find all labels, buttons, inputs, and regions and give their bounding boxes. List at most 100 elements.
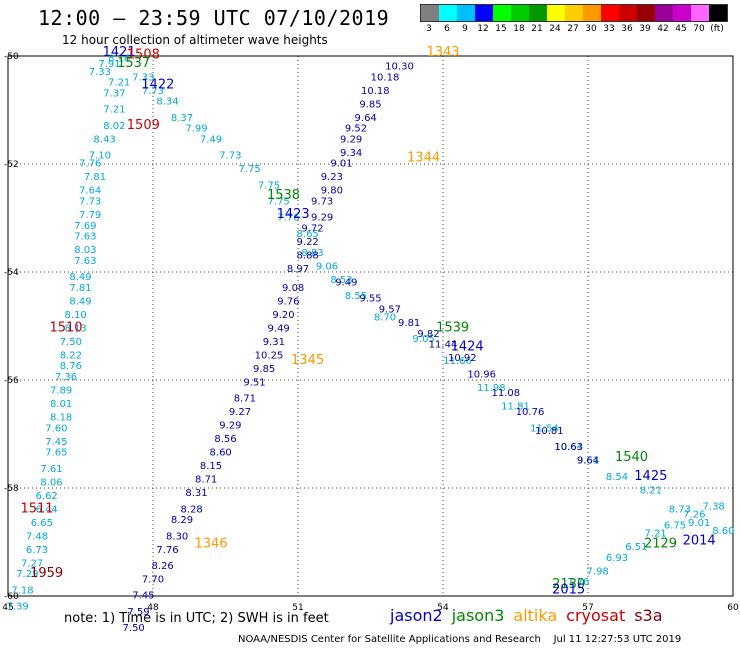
swh-value: 8.31 bbox=[185, 488, 207, 499]
swh-value: 9.52 bbox=[345, 124, 367, 135]
swh-value: 9.49 bbox=[268, 323, 290, 334]
swh-value: 8.02 bbox=[103, 121, 125, 132]
swh-value: 8.37 bbox=[171, 113, 193, 124]
swh-value: 8.73 bbox=[669, 504, 691, 515]
swh-value: 9.80 bbox=[321, 186, 343, 197]
swh-value: 9.57 bbox=[379, 305, 401, 316]
swh-value: 7.81 bbox=[69, 283, 91, 294]
swh-value: 8.97 bbox=[287, 264, 309, 275]
swh-value: 9.85 bbox=[359, 99, 381, 110]
pass-time-label: 1422 bbox=[141, 77, 174, 92]
swh-value: 7.76 bbox=[277, 213, 299, 224]
swh-value: 10.30 bbox=[385, 62, 414, 73]
swh-value: 6.51 bbox=[625, 542, 647, 553]
color-scale-label: 30 bbox=[585, 24, 597, 34]
swh-value: 8.29 bbox=[171, 515, 193, 526]
swh-value: 10.18 bbox=[361, 86, 390, 97]
swh-value: 9.01 bbox=[330, 159, 352, 170]
swh-value: 9.01 bbox=[688, 518, 710, 529]
legend-jason3: jason3 bbox=[451, 606, 505, 625]
swh-value: 6.75 bbox=[664, 521, 686, 532]
color-scale-cell bbox=[493, 5, 511, 21]
credit-line: NOAA/NESDIS Center for Satellite Applica… bbox=[238, 634, 682, 645]
swh-value: 7.21 bbox=[645, 529, 667, 540]
color-scale-legend: 3 6 9 12 15 18 21 24 27 30 33 36 39 42 45 70 (ft) bbox=[420, 4, 728, 34]
swh-value: 7.76 bbox=[156, 545, 178, 556]
swh-value: 8.01 bbox=[50, 399, 72, 410]
color-scale-cell bbox=[601, 5, 619, 21]
swh-value: 7.26 bbox=[683, 510, 705, 521]
swh-value: 8.60 bbox=[210, 448, 232, 459]
pass-time-label: 1345 bbox=[291, 353, 324, 368]
swh-value: 8.60 bbox=[712, 526, 734, 537]
color-scale-label: 27 bbox=[567, 24, 579, 34]
color-scale-cell bbox=[637, 5, 655, 21]
swh-value: 7.36 bbox=[55, 372, 77, 383]
swh-value: 7.98 bbox=[587, 566, 609, 577]
y-tick-label: -52 bbox=[4, 160, 19, 170]
y-axis-ticks: -50 -52 -54 -56 -58 -60 bbox=[4, 52, 19, 602]
swh-value: 8.16 bbox=[108, 53, 130, 64]
pass-time-label: 1959 bbox=[30, 566, 63, 581]
swh-value: 9.82 bbox=[417, 329, 439, 340]
swh-value: 8.43 bbox=[94, 134, 116, 145]
swh-value: 7.33 bbox=[89, 67, 111, 78]
pass-time-label: 1510 bbox=[49, 320, 82, 335]
swh-value: 8.88 bbox=[297, 251, 319, 262]
pass-time-label: 1344 bbox=[407, 150, 440, 165]
swh-value: 8.15 bbox=[200, 461, 222, 472]
legend-cryosat: cryosat bbox=[566, 606, 626, 625]
swh-value: 7.70 bbox=[142, 575, 164, 586]
swh-value: 8.21 bbox=[640, 485, 662, 496]
swh-value: 7.76 bbox=[567, 577, 589, 588]
swh-value: 8.65 bbox=[297, 229, 319, 240]
color-scale-label: 36 bbox=[621, 24, 633, 34]
swh-value: 8.71 bbox=[195, 475, 217, 486]
swh-value: 8.28 bbox=[181, 504, 203, 515]
swh-value: 9.76 bbox=[277, 296, 299, 307]
swh-value: 7.99 bbox=[185, 124, 207, 135]
pass-time-label: 2129 bbox=[644, 536, 677, 551]
color-scale-cell bbox=[529, 5, 547, 21]
swh-value: 8.49 bbox=[69, 296, 91, 307]
pass-time-label: 1424 bbox=[451, 339, 484, 354]
grid-lines bbox=[7, 55, 734, 597]
swh-value: 7.33 bbox=[132, 72, 154, 83]
color-scale-label: 39 bbox=[639, 24, 651, 34]
swh-value: 10.25 bbox=[255, 350, 284, 361]
pass-time-label: 1509 bbox=[127, 118, 160, 133]
y-tick-label: -60 bbox=[4, 592, 19, 602]
color-scale-label: 15 bbox=[495, 24, 507, 34]
color-scale-cell bbox=[673, 5, 691, 21]
legend-altika: altika bbox=[513, 606, 558, 625]
swh-value: 10.96 bbox=[467, 369, 496, 380]
x-tick-label: 57 bbox=[582, 603, 593, 613]
swh-value: 8.83 bbox=[301, 248, 323, 259]
pass-time-label: 1508 bbox=[127, 48, 160, 63]
swh-value: 9.08 bbox=[282, 283, 304, 294]
swh-value: 8.55 bbox=[345, 291, 367, 302]
y-tick-label: -56 bbox=[4, 376, 19, 386]
swh-value: 9.29 bbox=[311, 213, 333, 224]
swh-value: 7.21 bbox=[108, 78, 130, 89]
swh-value: 9.31 bbox=[263, 337, 285, 348]
pass-time-label: 1425 bbox=[634, 469, 667, 484]
swh-value: 7.75 bbox=[239, 164, 261, 175]
pass-time-label: 1423 bbox=[277, 207, 310, 222]
satellite-legend: jason2 jason3 altika cryosat s3a bbox=[390, 606, 672, 625]
swh-value: 11.98 bbox=[477, 383, 506, 394]
chart-title: 12:00 – 23:59 UTC 07/10/2019 bbox=[38, 6, 390, 30]
swh-value: 9.34 bbox=[340, 148, 362, 159]
swh-value: 9.85 bbox=[253, 364, 275, 375]
swh-value: 8.54 bbox=[606, 472, 628, 483]
swh-value: 11.44 bbox=[429, 340, 458, 351]
color-scale-label: 45 bbox=[675, 24, 687, 34]
swh-value: 6.73 bbox=[26, 545, 48, 556]
color-scale-cell bbox=[439, 5, 457, 21]
pass-time-label: 1511 bbox=[20, 501, 53, 516]
color-scale-cell bbox=[547, 5, 565, 21]
swh-value: 7.75 bbox=[268, 197, 290, 208]
swh-value: 9.22 bbox=[297, 237, 319, 248]
